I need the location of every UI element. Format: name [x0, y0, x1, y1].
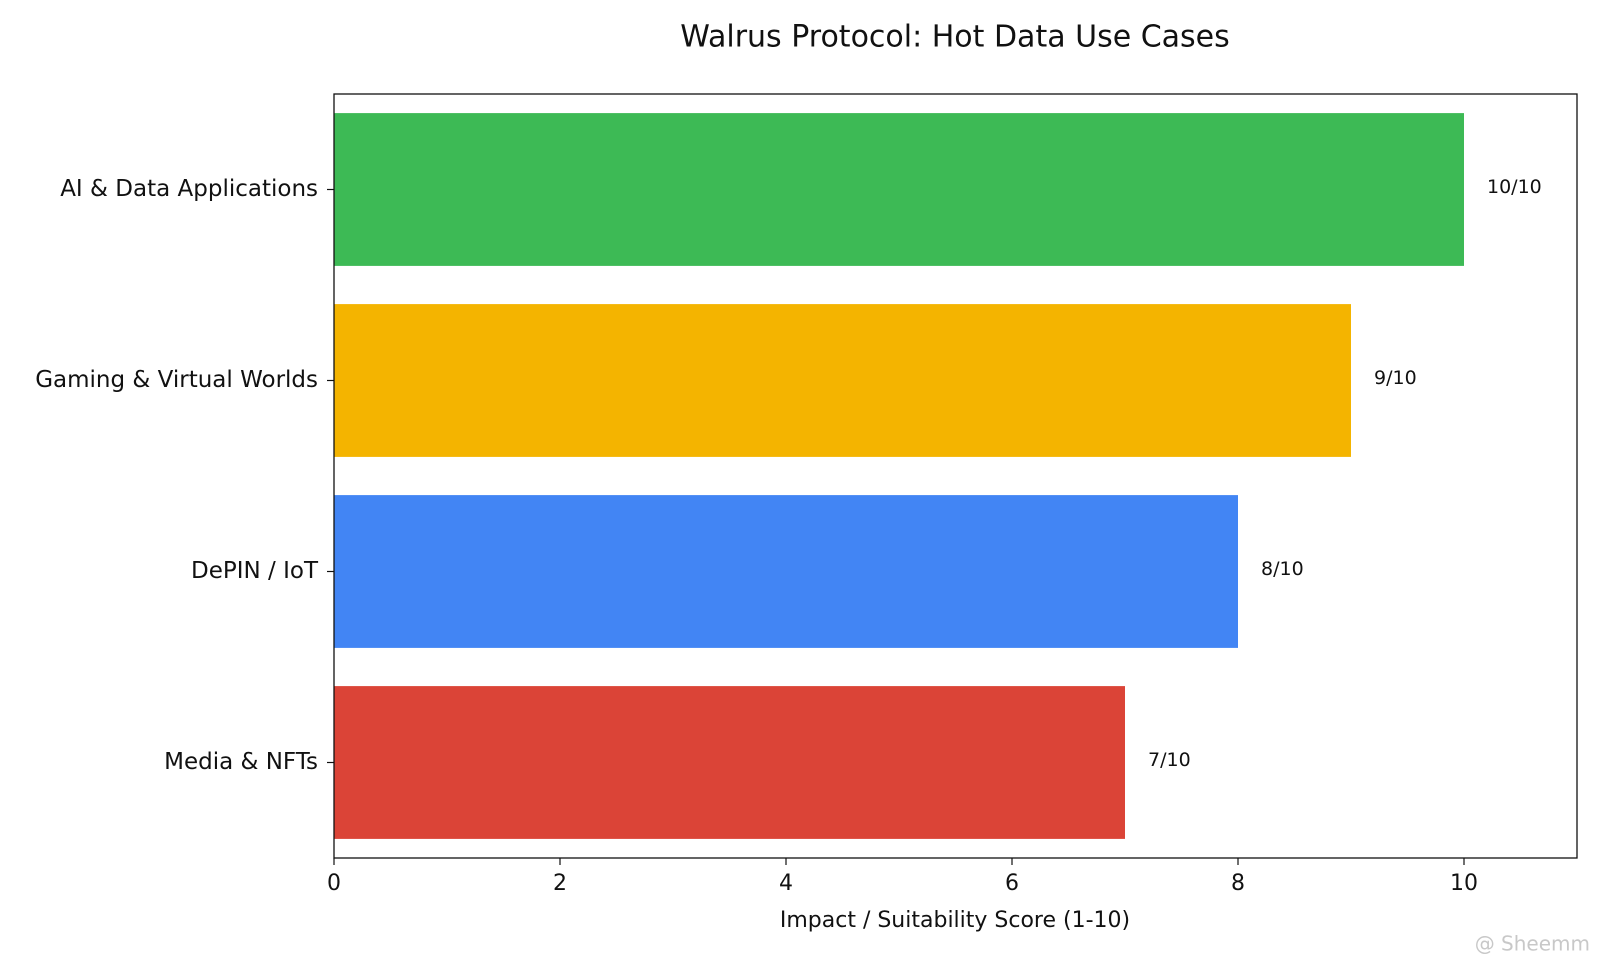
y-tick-label: DePIN / IoT — [191, 558, 319, 584]
y-tick-label: Gaming & Virtual Worlds — [35, 367, 318, 393]
y-tick-label: Media & NFTs — [164, 749, 318, 775]
x-tick-label: 4 — [779, 871, 793, 896]
x-tick-label: 0 — [327, 871, 341, 896]
bar — [334, 495, 1238, 648]
bar — [334, 686, 1125, 839]
x-axis-label: Impact / Suitability Score (1-10) — [780, 908, 1130, 933]
value-label: 10/10 — [1487, 176, 1542, 198]
value-label: 9/10 — [1374, 367, 1417, 389]
x-tick-label: 10 — [1450, 871, 1478, 896]
bar — [334, 304, 1351, 457]
bar — [334, 113, 1464, 266]
chart-title: Walrus Protocol: Hot Data Use Cases — [680, 20, 1230, 55]
x-tick-label: 2 — [553, 871, 567, 896]
x-tick-label: 8 — [1231, 871, 1245, 896]
value-label: 7/10 — [1148, 749, 1191, 771]
plot-frame — [333, 93, 1578, 859]
x-tick-label: 6 — [1005, 871, 1019, 896]
watermark: @ Sheemm — [1475, 932, 1590, 956]
y-tick-label: AI & Data Applications — [60, 176, 318, 202]
value-label: 8/10 — [1261, 558, 1304, 580]
